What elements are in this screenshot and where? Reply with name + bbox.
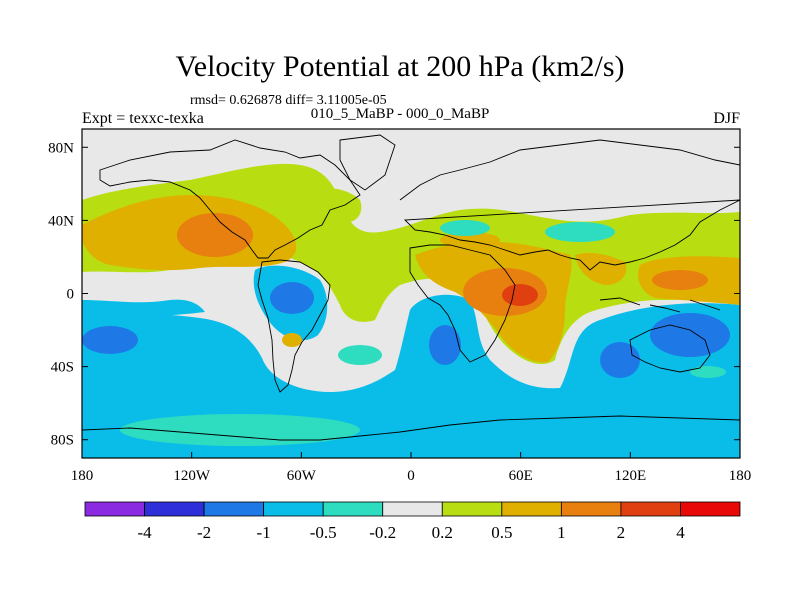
x-tick-label: 0: [407, 468, 415, 484]
atlantic-north-green: [310, 188, 362, 223]
indian-teal: [690, 366, 726, 378]
colorbar-label: -1: [257, 523, 271, 542]
colorbar-label: -2: [197, 523, 211, 542]
greenland-outline: [339, 134, 396, 191]
colorbar-label: 0.2: [432, 523, 453, 542]
amazon-orange-spot: [282, 333, 302, 347]
y-axis-ticks: 80N 40N 0 40S 80S: [48, 140, 740, 449]
south-atlantic-teal: [338, 345, 382, 365]
arabian-red-core: [502, 284, 538, 306]
x-tick-label: 120W: [173, 468, 211, 484]
southern-ocean-teal: [120, 414, 360, 446]
coastlines: [82, 134, 740, 441]
amazon-blue: [270, 282, 314, 314]
x-tick-label: 180: [729, 468, 752, 484]
south-atlantic-blue: [429, 325, 461, 365]
colorbar-swatch: [84, 501, 145, 517]
colorbar-label: 1: [557, 523, 566, 542]
colorbar-swatch: [382, 501, 443, 517]
y-tick-label: 40N: [48, 213, 74, 229]
x-tick-label: 60W: [287, 468, 317, 484]
north-pacific-dark-orange: [177, 213, 253, 257]
x-tick-label: 120E: [614, 468, 646, 484]
y-tick-label: 40S: [51, 360, 74, 376]
antarctica-outline: [82, 415, 740, 441]
x-tick-label: 60E: [509, 468, 533, 484]
west-pacific-dark-orange: [652, 270, 708, 290]
colorbar-swatch: [263, 501, 324, 517]
australia-blue: [650, 313, 730, 357]
southwest-pacific-blue: [82, 326, 138, 354]
colorbar-swatch: [501, 501, 562, 517]
eurasia-outline: [399, 139, 740, 271]
colorbar-swatch: [620, 501, 681, 517]
pacific-south-negative: [82, 299, 205, 318]
colorbar-swatch: [322, 501, 384, 517]
colorbar-label: 0.5: [491, 523, 512, 542]
y-tick-label: 80S: [51, 433, 74, 449]
australia-outline: [629, 324, 711, 373]
colorbar-label: -4: [137, 523, 152, 542]
central-asia-teal: [545, 222, 615, 242]
colorbar-swatch: [203, 501, 265, 517]
contour-field: [82, 129, 740, 458]
colorbar-label: 2: [617, 523, 626, 542]
maritime-continent-outline: [599, 297, 721, 313]
season-label: DJF: [713, 110, 740, 127]
x-axis-ticks: 180 120W 60W 0 60E 120E 180: [71, 452, 752, 484]
colorbar-swatch: [144, 501, 205, 517]
indochina-orange: [575, 252, 627, 285]
x-tick-label: 180: [71, 468, 94, 484]
colorbar-swatch: [560, 501, 622, 517]
colorbar: -4 -2 -1 -0.5 -0.2 0.2 0.5 1 2 4: [84, 501, 741, 542]
indian-ocean-blue: [600, 342, 640, 378]
colorbar-label: -0.5: [310, 523, 337, 542]
comparison-label: 010_5_MaBP - 000_0_MaBP: [310, 106, 490, 122]
map-title: Velocity Potential at 200 hPa (km2/s): [175, 50, 625, 83]
colorbar-label: 4: [676, 523, 685, 542]
y-tick-label: 0: [67, 287, 75, 303]
mediterranean-teal: [440, 220, 490, 236]
africa-outline: [409, 244, 516, 363]
south-america-outline: [257, 259, 331, 393]
colorbar-label: -0.2: [369, 523, 396, 542]
y-tick-label: 80N: [48, 140, 74, 156]
colorbar-swatch: [441, 501, 503, 517]
north-america-outline: [99, 139, 361, 259]
rmsd-text: rmsd= 0.626878 diff= 3.11005e-05: [190, 93, 387, 108]
experiment-label: Expt = texxc-texka: [82, 110, 204, 127]
colorbar-swatch: [680, 501, 741, 517]
